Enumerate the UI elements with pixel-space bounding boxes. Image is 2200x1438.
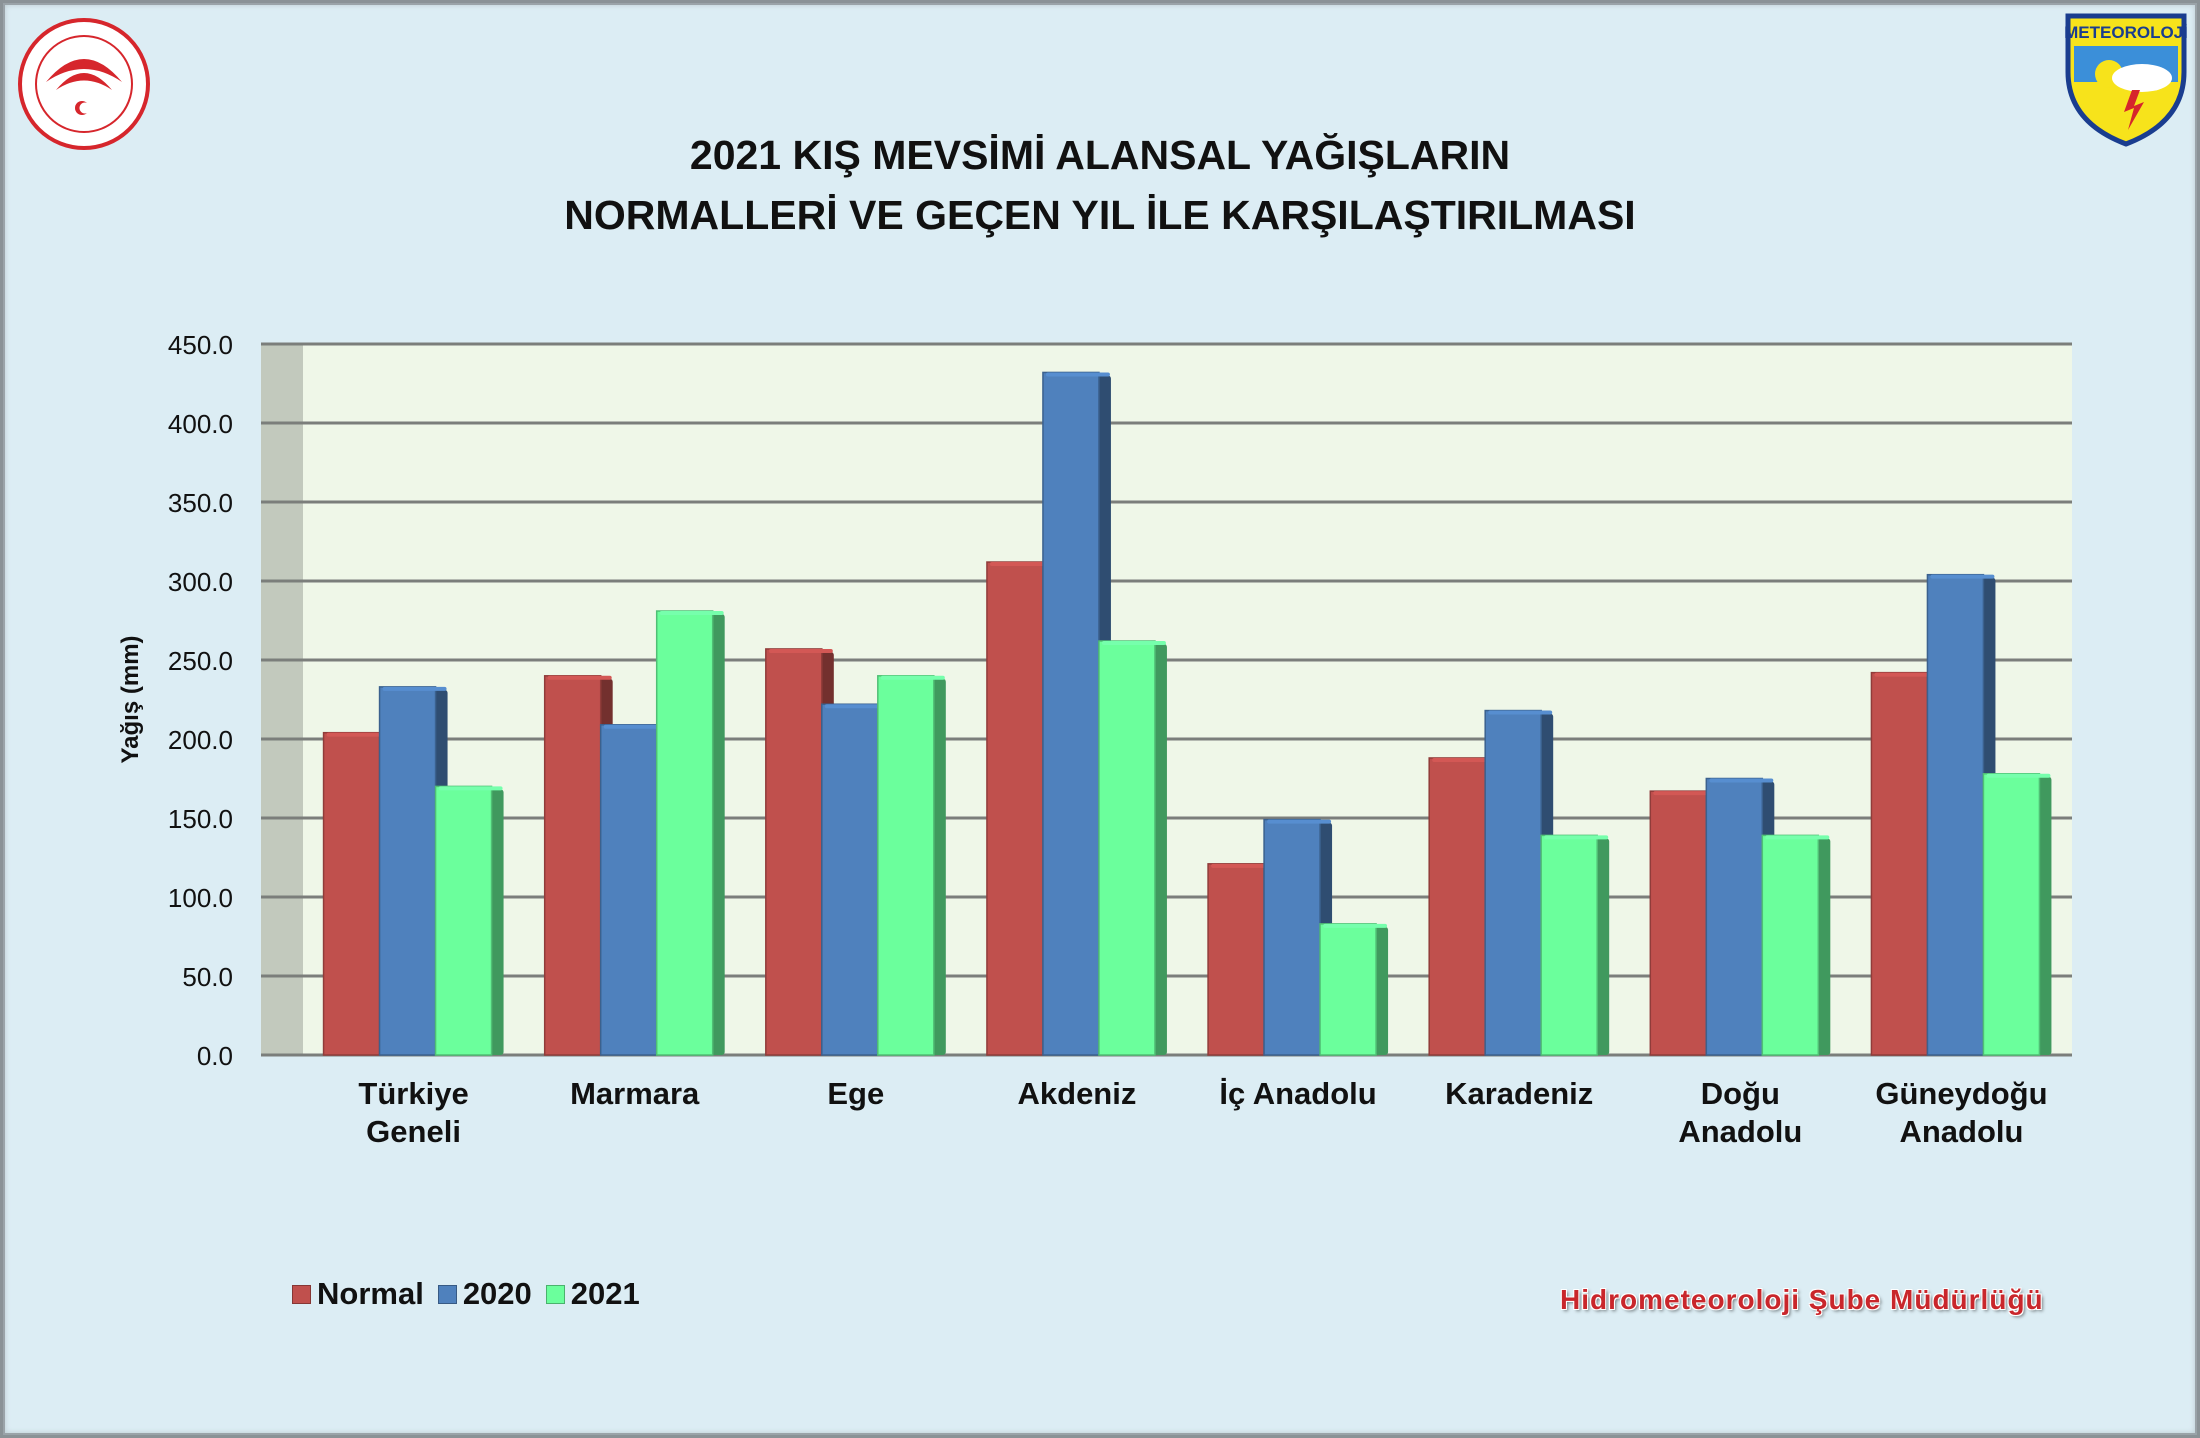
bar-2021 — [1761, 834, 1820, 1056]
bar-2021 — [1540, 834, 1598, 1056]
bar-top — [1488, 710, 1553, 715]
footer-credit: Hidrometeoroloji Şube Müdürlüğü — [1560, 1284, 2044, 1315]
bar-2021 — [1982, 773, 2041, 1056]
y-tick-label: 400.0 — [168, 409, 233, 439]
bar-2020 — [1042, 371, 1100, 1056]
bar-top — [1267, 819, 1332, 824]
x-tick-label: Güneydoğu — [1875, 1076, 2047, 1111]
bar-2021 — [655, 610, 714, 1056]
bar-top — [880, 675, 945, 680]
chart-title-line2: NORMALLERİ VE GEÇEN YIL İLE KARŞILAŞTIRI… — [564, 192, 1636, 238]
x-tick-label: Marmara — [570, 1076, 700, 1111]
x-tick-label: Anadolu — [1899, 1114, 2023, 1149]
bar-top — [1045, 372, 1110, 377]
bar-normal — [765, 648, 823, 1056]
bar-top — [1432, 757, 1497, 762]
bar-2021 — [877, 675, 935, 1056]
legend-swatch-2020 — [437, 1284, 457, 1304]
bar-top — [326, 732, 391, 737]
bar-top — [1765, 835, 1830, 840]
bar-top — [1544, 835, 1609, 840]
bar-top — [382, 686, 447, 691]
bar-side — [1816, 838, 1831, 1055]
chart-title-line1: 2021 KIŞ MEVSİMİ ALANSAL YAĞIŞLARIN — [689, 132, 1511, 178]
bar-side — [1374, 926, 1389, 1055]
bar-2021 — [434, 785, 493, 1056]
bar-top — [1323, 923, 1388, 928]
legend-label-2021: 2021 — [570, 1276, 640, 1311]
legend-swatch-2021 — [545, 1284, 565, 1304]
bar-top — [1986, 773, 2051, 778]
bar-normal — [1649, 790, 1708, 1056]
legend-swatch-normal — [292, 1284, 311, 1304]
x-tick-label: İç Anadolu — [1219, 1076, 1376, 1111]
y-tick-label: 150.0 — [168, 804, 233, 834]
bar-2021 — [1319, 923, 1377, 1056]
bar-side — [1152, 644, 1167, 1055]
bar-top — [1874, 672, 1939, 677]
bar-2020 — [1263, 818, 1321, 1056]
logo-text: METEOROLOJİ — [2064, 23, 2188, 42]
x-tick-label: Akdeniz — [1018, 1076, 1137, 1111]
legend: Normal 2020 2021 — [288, 1276, 640, 1312]
bar-side — [710, 614, 725, 1055]
bar-2020 — [378, 686, 437, 1056]
bar-top — [1101, 641, 1166, 646]
bar-top — [1211, 863, 1276, 868]
bar-top — [659, 611, 724, 616]
bar-side — [931, 678, 946, 1055]
bar-2021 — [1098, 640, 1156, 1056]
bar-top — [603, 724, 668, 729]
bar-side — [489, 789, 504, 1055]
bar-normal — [543, 675, 602, 1056]
y-axis-label: Yağış (mm) — [117, 635, 144, 763]
bar-side — [1595, 838, 1610, 1055]
bar-2020 — [821, 703, 879, 1056]
legend-label-2020: 2020 — [462, 1276, 532, 1311]
bar-2020 — [1484, 709, 1542, 1056]
bar-normal — [1870, 671, 1929, 1056]
bar-top — [824, 704, 889, 709]
ministry-seal-logo — [18, 18, 150, 150]
y-tick-label: 100.0 — [168, 883, 233, 913]
bar-top — [989, 562, 1054, 567]
plot-side-wall — [261, 344, 303, 1055]
y-tick-label: 450.0 — [168, 330, 233, 360]
bar-2020 — [1926, 573, 1985, 1056]
x-tick-label: Anadolu — [1678, 1114, 1802, 1149]
x-tick-label: Karadeniz — [1445, 1076, 1593, 1111]
bar-normal — [1428, 757, 1486, 1056]
y-tick-label: 350.0 — [168, 488, 233, 518]
legend-label-normal: Normal — [317, 1276, 424, 1311]
bar-top — [1930, 574, 1995, 579]
bar-normal — [1207, 863, 1265, 1056]
bar-top — [438, 786, 503, 791]
bar-top — [768, 648, 833, 653]
y-tick-label: 250.0 — [168, 646, 233, 676]
bar-normal — [322, 731, 381, 1056]
x-tick-label: Doğu — [1701, 1076, 1780, 1111]
bar-2020 — [1705, 777, 1764, 1056]
bar-2020 — [599, 724, 658, 1056]
bar-top — [1653, 791, 1718, 796]
x-tick-label: Ege — [827, 1076, 884, 1111]
bar-side — [2037, 776, 2052, 1055]
y-tick-label: 0.0 — [197, 1041, 233, 1071]
bar-normal — [986, 561, 1044, 1056]
x-tick-label: Türkiye — [358, 1076, 468, 1111]
y-tick-label: 50.0 — [182, 962, 233, 992]
bar-top — [547, 675, 612, 680]
meteoroloji-shield-logo: METEOROLOJİ — [2064, 13, 2188, 147]
y-tick-label: 200.0 — [168, 725, 233, 755]
bar-top — [1709, 778, 1774, 783]
x-tick-label: Geneli — [366, 1114, 461, 1149]
y-tick-label: 300.0 — [168, 567, 233, 597]
